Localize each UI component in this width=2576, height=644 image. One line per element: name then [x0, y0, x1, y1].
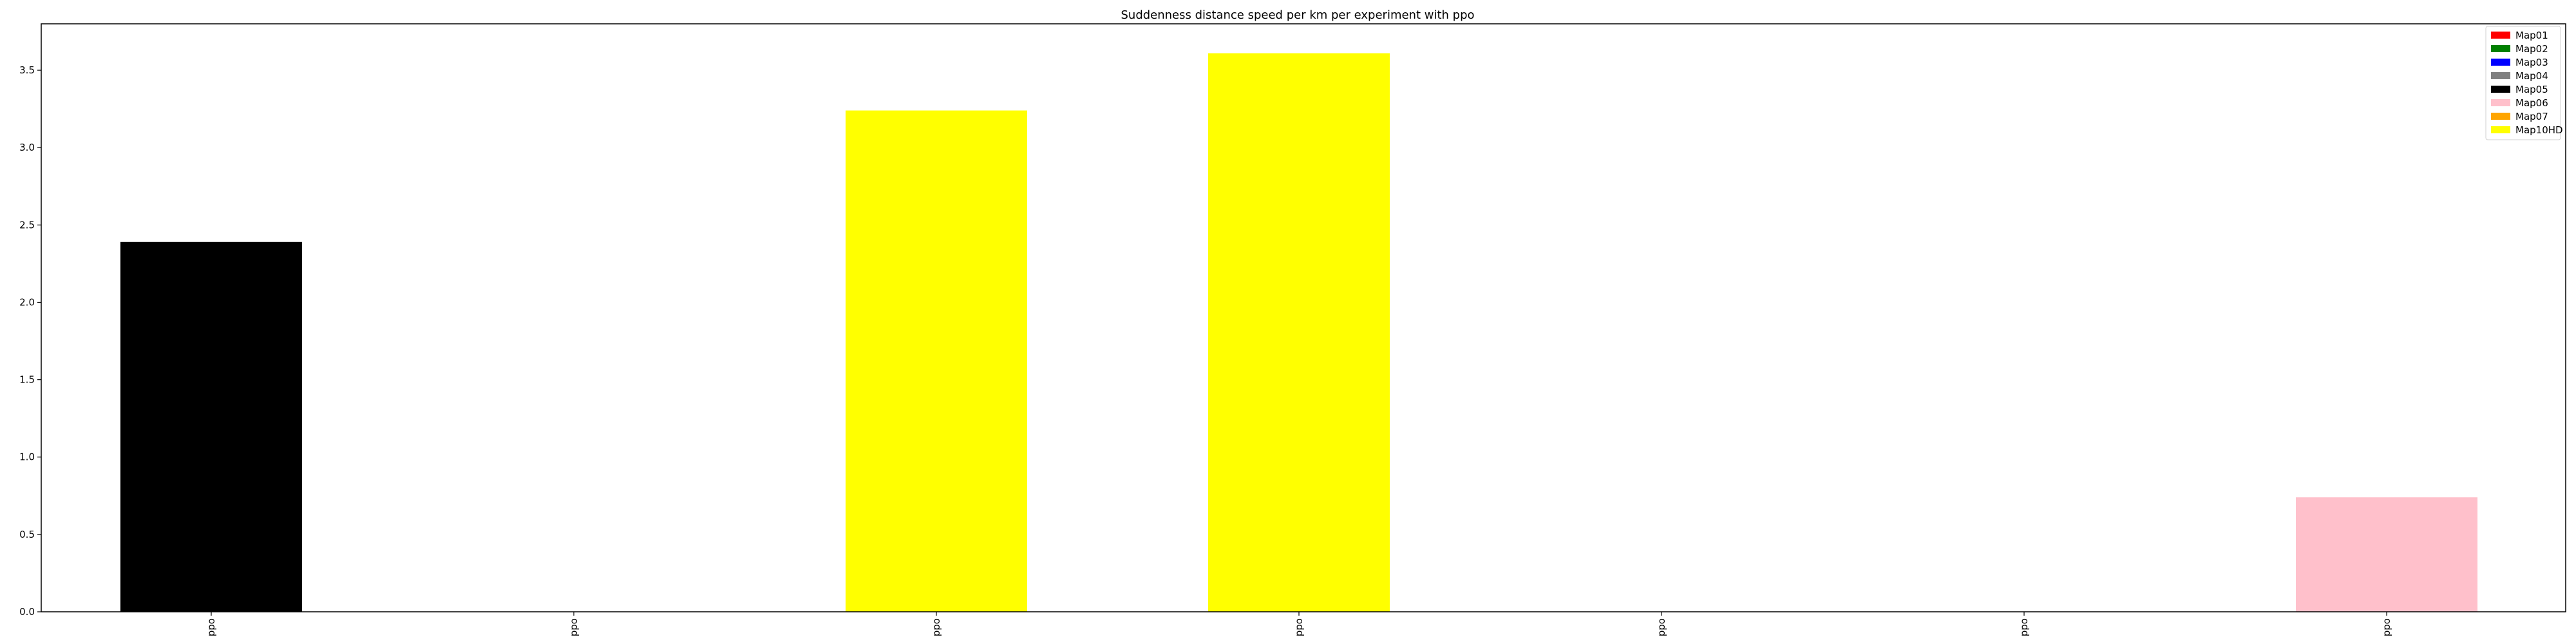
legend-frame [2485, 26, 2561, 140]
legend-swatch [2491, 86, 2510, 93]
x-tick-label: ppo [2381, 618, 2392, 636]
bar-6 [2296, 497, 2477, 612]
y-tick-label: 3.0 [19, 142, 35, 153]
x-tick-label: ppo [568, 618, 580, 636]
legend-swatch [2491, 113, 2510, 120]
bar-0 [120, 242, 302, 612]
bars-group [120, 53, 2477, 612]
legend-label: Map07 [2515, 111, 2548, 122]
x-tick-label: ppo [2018, 618, 2030, 636]
y-tick-label: 0.5 [19, 529, 35, 540]
legend-swatch [2491, 99, 2510, 106]
x-tick-label: ppo [205, 618, 217, 636]
y-tick-label: 2.5 [19, 219, 35, 231]
legend-swatch [2491, 32, 2510, 39]
y-tick-label: 1.0 [19, 451, 35, 463]
plot-frame [41, 23, 2566, 612]
legend-label: Map02 [2515, 43, 2548, 55]
x-tick-label: ppo [1656, 618, 1667, 636]
y-tick-label: 0.0 [19, 606, 35, 618]
legend-label: Map10HD [2515, 124, 2563, 136]
x-axis: ppo ppo ppo ppo ppo ppo ppo [205, 612, 2392, 636]
legend-swatch [2491, 126, 2510, 133]
y-tick-label: 2.0 [19, 296, 35, 308]
y-tick-label: 1.5 [19, 374, 35, 386]
legend-swatch [2491, 59, 2510, 66]
legend-label: Map01 [2515, 30, 2548, 41]
bar-2 [846, 110, 1027, 612]
legend-label: Map03 [2515, 57, 2548, 68]
y-tick-label: 3.5 [19, 64, 35, 76]
chart-title: Suddenness distance speed per km per exp… [1121, 8, 1474, 22]
bar-3 [1208, 53, 1390, 612]
legend-label: Map05 [2515, 84, 2548, 95]
legend-label: Map06 [2515, 97, 2548, 109]
legend-swatch [2491, 45, 2510, 52]
legend: Map01 Map02 Map03 Map04 Map05 Map06 Map07 Map10… [2485, 26, 2563, 140]
legend-swatch [2491, 72, 2510, 79]
x-tick-label: ppo [1293, 618, 1305, 636]
legend-label: Map04 [2515, 70, 2548, 82]
x-tick-label: ppo [931, 618, 942, 636]
y-axis: 0.0 0.5 1.0 1.5 2.0 2.5 3.0 3.5 [19, 64, 41, 618]
